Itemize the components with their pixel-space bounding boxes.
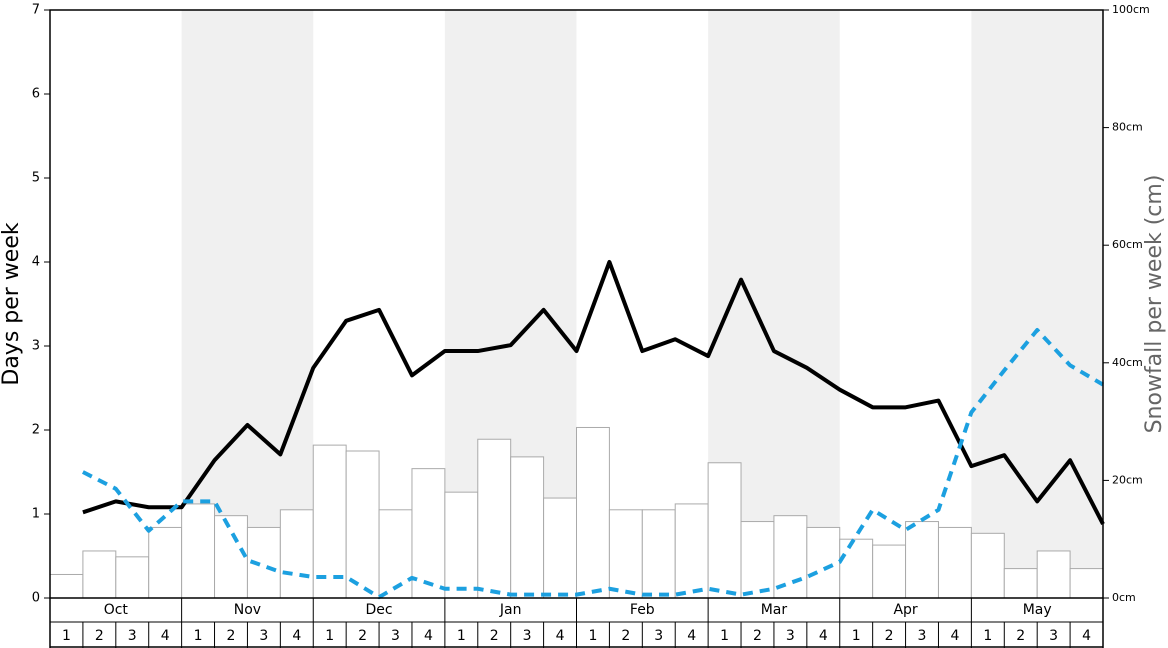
snow-bar [148, 526, 183, 599]
y2-tick-label: 20cm [1112, 473, 1143, 486]
week-label: 2 [621, 628, 630, 644]
snow-bar [477, 438, 512, 599]
week-label: 3 [786, 628, 795, 644]
snow-bar [806, 526, 841, 599]
week-label: 4 [424, 628, 433, 644]
snow-bar [740, 521, 775, 599]
dashed-line [81, 328, 1105, 600]
snow-bar [937, 526, 972, 599]
week-label: 2 [753, 628, 762, 644]
y-tick-label: 5 [32, 171, 40, 186]
week-label: 1 [720, 628, 729, 644]
month-label: Feb [630, 602, 655, 618]
week-label: 1 [983, 628, 992, 644]
snow-bar [839, 538, 874, 599]
snow-bar [444, 491, 479, 599]
snow-bar [345, 450, 380, 599]
y-tick-label: 2 [32, 423, 40, 438]
snow-bar [674, 503, 709, 599]
snow-bar [378, 509, 413, 599]
month-label: Dec [366, 602, 393, 618]
snow-bar [181, 503, 216, 599]
week-label: 3 [259, 628, 268, 644]
y-tick-label: 7 [32, 3, 40, 18]
week-label: 2 [95, 628, 104, 644]
y2-tick-label: 80cm [1112, 121, 1143, 134]
week-label: 2 [358, 628, 367, 644]
snow-bar [576, 426, 610, 599]
week-label: 3 [1049, 628, 1058, 644]
week-label: 2 [1016, 628, 1025, 644]
snow-bar [641, 509, 676, 599]
month-label: Nov [234, 602, 261, 618]
y2-tick-label: 0cm [1112, 591, 1136, 604]
snow-bar [49, 573, 84, 599]
snow-bar [1069, 568, 1104, 599]
y-tick-label: 4 [32, 255, 40, 270]
y-tick-label: 1 [32, 507, 40, 522]
week-label: 4 [556, 628, 565, 644]
week-label: 3 [523, 628, 532, 644]
week-label: 1 [325, 628, 334, 644]
week-label: 3 [128, 628, 137, 644]
snow-bar [115, 556, 150, 599]
snow-bar [1036, 550, 1071, 599]
month-label: Mar [761, 602, 788, 618]
y-tick-label: 0 [32, 591, 40, 606]
snow-bar [608, 509, 643, 599]
month-shade [971, 10, 1103, 598]
week-label: 1 [62, 628, 71, 644]
snow-bar [970, 532, 1005, 599]
week-label: 1 [588, 628, 597, 644]
y2-tick-label: 60cm [1112, 238, 1143, 251]
y2-tick-label: 40cm [1112, 356, 1143, 369]
y2-axis-label: Snowfall per week (cm) [1142, 175, 1167, 434]
week-label: 3 [391, 628, 400, 644]
snow-bar [82, 550, 117, 599]
week-label: 4 [292, 628, 301, 644]
month-label: Jan [499, 602, 522, 618]
month-label: Oct [104, 602, 129, 618]
week-label: 4 [161, 628, 170, 644]
snow-bar [279, 509, 314, 599]
y-tick-label: 6 [32, 87, 40, 102]
y-axis-label: Days per week [0, 222, 24, 385]
week-label: 1 [194, 628, 203, 644]
snow-bar [543, 497, 577, 599]
month-label: Apr [893, 602, 917, 618]
week-label: 4 [819, 628, 828, 644]
y-tick-label: 3 [32, 339, 40, 354]
week-label: 3 [918, 628, 927, 644]
week-label: 4 [950, 628, 959, 644]
week-label: 4 [1082, 628, 1091, 644]
week-label: 1 [457, 628, 466, 644]
y2-tick-label: 100cm [1112, 3, 1150, 16]
week-label: 4 [687, 628, 696, 644]
snow-bar [872, 544, 907, 599]
week-label: 2 [885, 628, 894, 644]
week-label: 1 [852, 628, 861, 644]
week-label: 2 [227, 628, 236, 644]
week-label: 2 [490, 628, 499, 644]
snow-bar [510, 456, 545, 599]
snow-bar [1003, 568, 1038, 599]
month-label: May [1023, 602, 1052, 618]
snow-bar [707, 462, 742, 599]
snow-bar [214, 515, 248, 599]
week-label: 3 [654, 628, 663, 644]
line [82, 260, 1105, 525]
snow-bar [905, 521, 939, 599]
